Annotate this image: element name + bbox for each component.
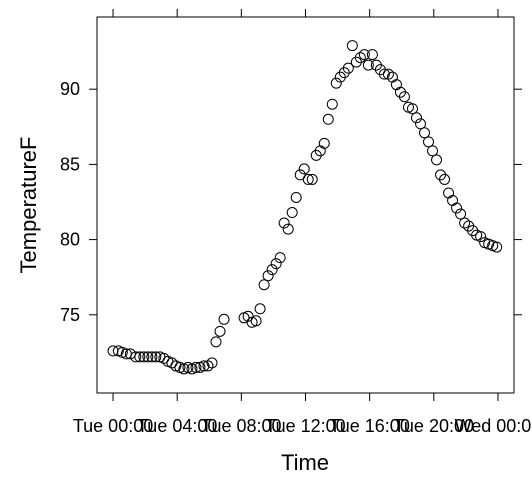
- data-point: [198, 360, 210, 372]
- data-point: [342, 62, 354, 74]
- data-point: [218, 313, 230, 325]
- data-point: [354, 52, 366, 64]
- data-point: [266, 264, 278, 276]
- data-point: [443, 187, 455, 199]
- data-point: [358, 49, 370, 61]
- data-point: [475, 231, 487, 243]
- x-tick-label: Tue 12:00: [265, 416, 345, 436]
- data-point: [459, 217, 471, 229]
- data-points: [107, 40, 503, 375]
- data-point: [270, 258, 282, 270]
- data-point: [274, 252, 286, 264]
- data-point: [427, 145, 439, 157]
- y-axis: 75 80 85 90: [60, 79, 522, 325]
- data-point: [190, 361, 202, 373]
- x-tick-label: Tue 08:00: [201, 416, 281, 436]
- data-point: [382, 68, 394, 80]
- data-point: [419, 127, 431, 139]
- data-point: [134, 351, 146, 363]
- data-point: [322, 113, 334, 125]
- x-tick-label: Wed 00:00: [455, 416, 532, 436]
- data-point: [286, 207, 298, 219]
- data-point: [362, 59, 374, 71]
- y-tick-label: 85: [60, 154, 80, 174]
- data-point: [330, 77, 342, 89]
- y-axis-title: TemperatureF: [16, 137, 41, 274]
- data-point: [326, 98, 338, 110]
- data-point: [258, 279, 270, 291]
- data-point: [398, 91, 410, 103]
- data-point: [439, 173, 451, 185]
- data-point: [318, 137, 330, 149]
- x-axis-title: Time: [281, 450, 329, 475]
- data-point: [282, 223, 294, 235]
- data-point: [290, 191, 302, 203]
- x-tick-label: Tue 20:00: [394, 416, 474, 436]
- data-point: [138, 351, 150, 363]
- x-tick-label: Tue 00:00: [73, 416, 153, 436]
- y-tick-label: 90: [60, 79, 80, 99]
- data-point: [447, 194, 459, 206]
- data-point: [451, 202, 463, 214]
- data-point: [210, 336, 222, 348]
- data-point: [378, 68, 390, 80]
- data-point: [130, 351, 142, 363]
- data-point: [390, 79, 402, 91]
- data-point: [254, 303, 266, 315]
- x-tick-label: Tue 16:00: [329, 416, 409, 436]
- data-point: [202, 360, 214, 372]
- data-point: [206, 357, 218, 369]
- data-point: [142, 351, 154, 363]
- data-point: [278, 217, 290, 229]
- data-point: [491, 241, 503, 253]
- data-point: [410, 112, 422, 124]
- data-point: [431, 154, 443, 166]
- y-tick-label: 80: [60, 230, 80, 250]
- data-point: [298, 163, 310, 175]
- data-point: [150, 351, 162, 363]
- data-point: [302, 173, 314, 185]
- data-point: [366, 49, 378, 61]
- data-point: [346, 40, 358, 52]
- data-point: [262, 270, 274, 282]
- data-point: [414, 118, 426, 130]
- data-point: [250, 315, 262, 327]
- data-point: [146, 351, 158, 363]
- x-tick-label: Tue 04:00: [137, 416, 217, 436]
- data-point: [406, 103, 418, 115]
- data-point: [423, 136, 435, 148]
- data-point: [306, 173, 318, 185]
- data-point: [455, 208, 467, 220]
- data-point: [214, 325, 226, 337]
- y-tick-label: 75: [60, 305, 80, 325]
